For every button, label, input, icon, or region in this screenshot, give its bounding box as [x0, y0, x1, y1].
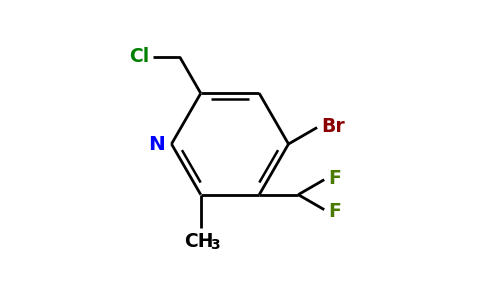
Text: N: N	[148, 134, 165, 154]
Text: 3: 3	[210, 238, 219, 253]
Text: Br: Br	[321, 117, 345, 136]
Text: F: F	[328, 169, 341, 188]
Text: Cl: Cl	[130, 47, 150, 66]
Text: F: F	[328, 202, 341, 221]
Text: CH: CH	[184, 232, 214, 250]
